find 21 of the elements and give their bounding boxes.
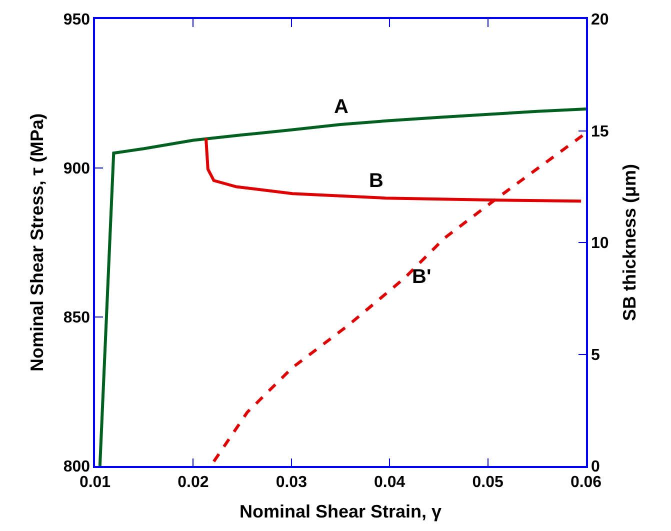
x-tick-label: 0.04 xyxy=(374,474,406,491)
y-tick-label: 800 xyxy=(63,458,90,476)
x-axis-title: Nominal Shear Strain, γ xyxy=(239,502,442,522)
y2-tick-label: 20 xyxy=(590,12,609,29)
y2-tick-label: 10 xyxy=(590,235,609,252)
y2-tick-label: 15 xyxy=(590,123,609,140)
y-tick-label: 900 xyxy=(63,160,90,178)
x-tick-label: 0.05 xyxy=(472,474,504,491)
series-label: B' xyxy=(412,266,432,288)
x-tick-label: 0.03 xyxy=(276,474,308,491)
y2-tick-label: 5 xyxy=(590,346,600,364)
x-tick-label: 0.01 xyxy=(79,474,111,491)
x-tick-label: 0.06 xyxy=(570,474,602,491)
series-label: B xyxy=(369,170,384,192)
y2-axis-title: SB thickness (μm) xyxy=(619,164,640,322)
series-label: A xyxy=(334,96,348,118)
y-axis-title: Nominal Shear Stress, τ (MPa) xyxy=(27,113,48,372)
y-tick-label: 950 xyxy=(63,12,90,29)
x-tick-label: 0.02 xyxy=(178,474,209,491)
y-tick-label: 850 xyxy=(63,310,90,327)
y2-tick-label: 0 xyxy=(590,458,600,476)
